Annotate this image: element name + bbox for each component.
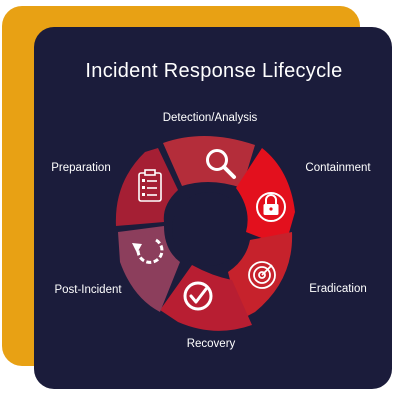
stage-label-eradication: Eradication [309, 283, 367, 295]
segment-eradication [228, 232, 293, 320]
stage-label-post-incident: Post-Incident [54, 284, 122, 296]
segment-preparation [115, 148, 178, 226]
stage-label-preparation: Preparation [51, 162, 111, 174]
clipboard-checklist-icon [138, 169, 162, 202]
segment-recovery [160, 265, 252, 331]
diagram-title: Incident Response Lifecycle [85, 60, 343, 82]
segment-shape [160, 265, 252, 331]
lock-icon [256, 192, 286, 222]
segment-shape [115, 148, 178, 226]
stage-label-containment: Containment [305, 162, 371, 174]
segment-shape [118, 226, 180, 312]
segment-shape [236, 148, 295, 247]
wheel-center-hole [172, 192, 246, 266]
segment-containment [236, 148, 295, 247]
refresh-arrow-icon [132, 238, 164, 264]
stage-label-detection-analysis: Detection/Analysis [162, 112, 258, 124]
radar-target-icon [248, 261, 276, 289]
magnifier-icon [206, 149, 236, 179]
stage-label-recovery: Recovery [186, 338, 236, 350]
segment-detection-analysis [163, 135, 255, 188]
check-circle-icon [183, 281, 213, 311]
segment-post-incident [118, 226, 180, 312]
